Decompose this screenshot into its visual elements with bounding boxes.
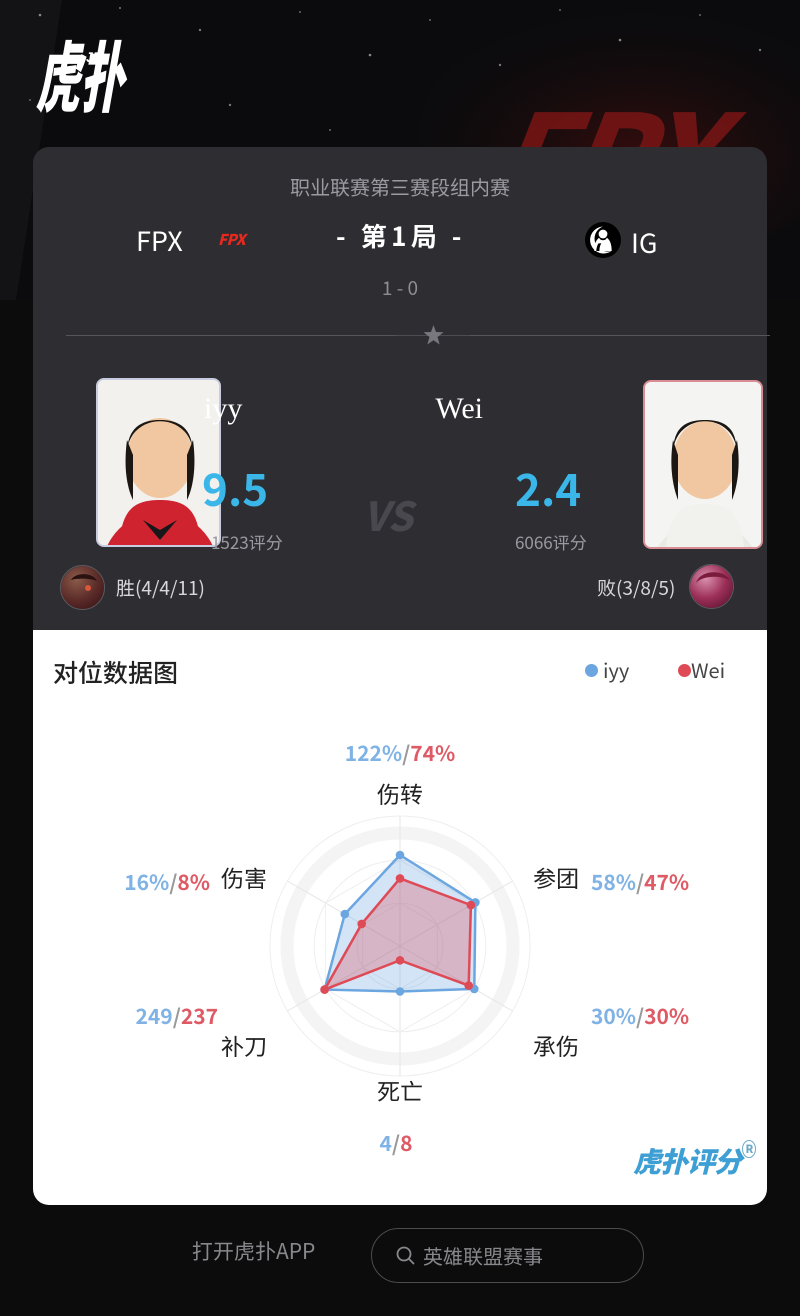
svg-text:死亡: 死亡 — [377, 1073, 423, 1107]
svg-text:承伤: 承伤 — [533, 1028, 579, 1062]
svg-text:伤转: 伤转 — [377, 776, 423, 810]
svg-text:虎扑: 虎扑 — [31, 30, 139, 120]
svg-text:补刀: 补刀 — [221, 1028, 267, 1062]
svg-text:伤害: 伤害 — [221, 860, 267, 894]
svg-text:JR: JR — [86, 49, 104, 65]
svg-text:参团: 参团 — [533, 860, 579, 894]
